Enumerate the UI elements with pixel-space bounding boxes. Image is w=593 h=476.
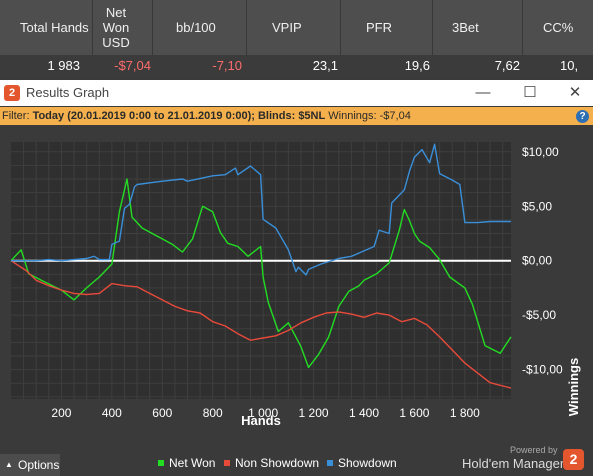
column-separator [152, 0, 153, 55]
chevron-up-icon: ▲ [5, 460, 13, 469]
column-header-pfr[interactable]: PFR [366, 20, 392, 35]
stats-table: Total Hands Net Won USD bb/100 VPIP PFR … [0, 0, 593, 77]
y-tick-label: -$5,00 [522, 308, 556, 322]
minimize-button[interactable]: — [475, 84, 491, 101]
x-tick-label: 1 600 [399, 406, 429, 420]
grid-lines [11, 142, 511, 399]
results-graph-titlebar[interactable]: 2 Results Graph — ☐ ✕ [0, 80, 593, 106]
cell-vpip: 23,1 [312, 58, 338, 73]
series-group [10, 143, 512, 389]
close-button[interactable]: ✕ [568, 84, 582, 101]
x-tick-label: 600 [152, 406, 172, 420]
x-tick-label: 1 000 [248, 406, 278, 420]
column-header-total-hands[interactable]: Total Hands [20, 20, 89, 35]
filter-prefix: Filter: [2, 110, 33, 122]
y-tick-label: $5,00 [522, 199, 552, 213]
window-title: Results Graph [26, 85, 110, 100]
legend-swatch-red [224, 460, 230, 466]
column-separator [246, 0, 247, 55]
series-line-non-showdown [10, 260, 512, 389]
x-tick-label: 1 800 [450, 406, 480, 420]
column-header-net-won[interactable]: Net Won USD [102, 5, 130, 50]
cell-net-won: -$7,04 [114, 58, 151, 73]
x-axis-label: Hands [241, 413, 281, 428]
hm2-logo-icon: 2 [4, 85, 20, 101]
options-label: Options [18, 458, 60, 472]
legend-showdown[interactable]: Showdown [327, 456, 397, 470]
column-separator [522, 0, 523, 55]
help-icon[interactable]: ? [576, 110, 589, 123]
options-button[interactable]: ▲ Options [0, 454, 60, 476]
legend-label: Non Showdown [235, 456, 320, 470]
filter-winnings: Winnings: -$7,04 [325, 110, 411, 122]
column-separator [432, 0, 433, 55]
graph-area: 200 400 600 800 1 000 1 200 1 400 1 600 1 800 $1… [0, 125, 593, 476]
legend-label: Net Won [169, 456, 216, 470]
stats-header-row: Total Hands Net Won USD bb/100 VPIP PFR … [0, 0, 593, 55]
hm2-brand-logo-icon: 2 [563, 449, 584, 470]
series-line-net-won [10, 178, 512, 369]
y-tick-labels: $10,00 $5,00 $0,00 -$5,00 -$10,00 [522, 145, 563, 377]
x-tick-label: 800 [203, 406, 223, 420]
cell-cc: 10, [560, 58, 579, 73]
x-tick-label: 400 [102, 406, 122, 420]
filter-description: Today (20.01.2019 0:00 to 21.01.2019 0:0… [32, 110, 326, 122]
y-axis-label: Winnings [566, 358, 581, 416]
stats-data-row[interactable]: 1 983 -$7,04 -7,10 23,1 19,6 7,62 10, [0, 55, 593, 77]
x-tick-label: 1 400 [349, 406, 379, 420]
y-tick-label: $0,00 [522, 254, 552, 268]
powered-by-text: Powered by [510, 445, 558, 455]
y-tick-label: $10,00 [522, 145, 559, 159]
legend-swatch-green [158, 460, 164, 466]
column-header-3bet[interactable]: 3Bet [452, 20, 479, 35]
brand-name: Hold'em Manager [462, 456, 565, 471]
series-line-showdown [11, 143, 511, 276]
cell-3bet: 7,62 [494, 58, 520, 73]
results-chart: 200 400 600 800 1 000 1 200 1 400 1 600 1 800 $1… [10, 142, 581, 428]
legend-swatch-blue [327, 460, 333, 466]
cell-total-hands: 1 983 [47, 58, 80, 73]
x-tick-label: 1 200 [299, 406, 329, 420]
filter-bar[interactable]: Filter: Today (20.01.2019 0:00 to 21.01.… [0, 107, 593, 125]
cell-pfr: 19,6 [404, 58, 430, 73]
legend-net-won[interactable]: Net Won [158, 456, 215, 470]
x-tick-label: 200 [51, 406, 71, 420]
x-tick-labels: 200 400 600 800 1 000 1 200 1 400 1 600 1 800 [51, 406, 480, 420]
column-separator [92, 0, 93, 55]
maximize-button[interactable]: ☐ [523, 84, 537, 101]
column-header-bb100[interactable]: bb/100 [176, 20, 216, 35]
column-header-vpip[interactable]: VPIP [272, 20, 302, 35]
cell-bb100: -7,10 [212, 58, 242, 73]
y-tick-label: -$10,00 [522, 363, 563, 377]
filter-text: Filter: Today (20.01.2019 0:00 to 21.01.… [2, 107, 411, 125]
legend-non-showdown[interactable]: Non Showdown [224, 456, 319, 470]
legend-label: Showdown [338, 456, 397, 470]
column-separator [340, 0, 341, 55]
column-header-cc[interactable]: CC% [543, 20, 574, 35]
